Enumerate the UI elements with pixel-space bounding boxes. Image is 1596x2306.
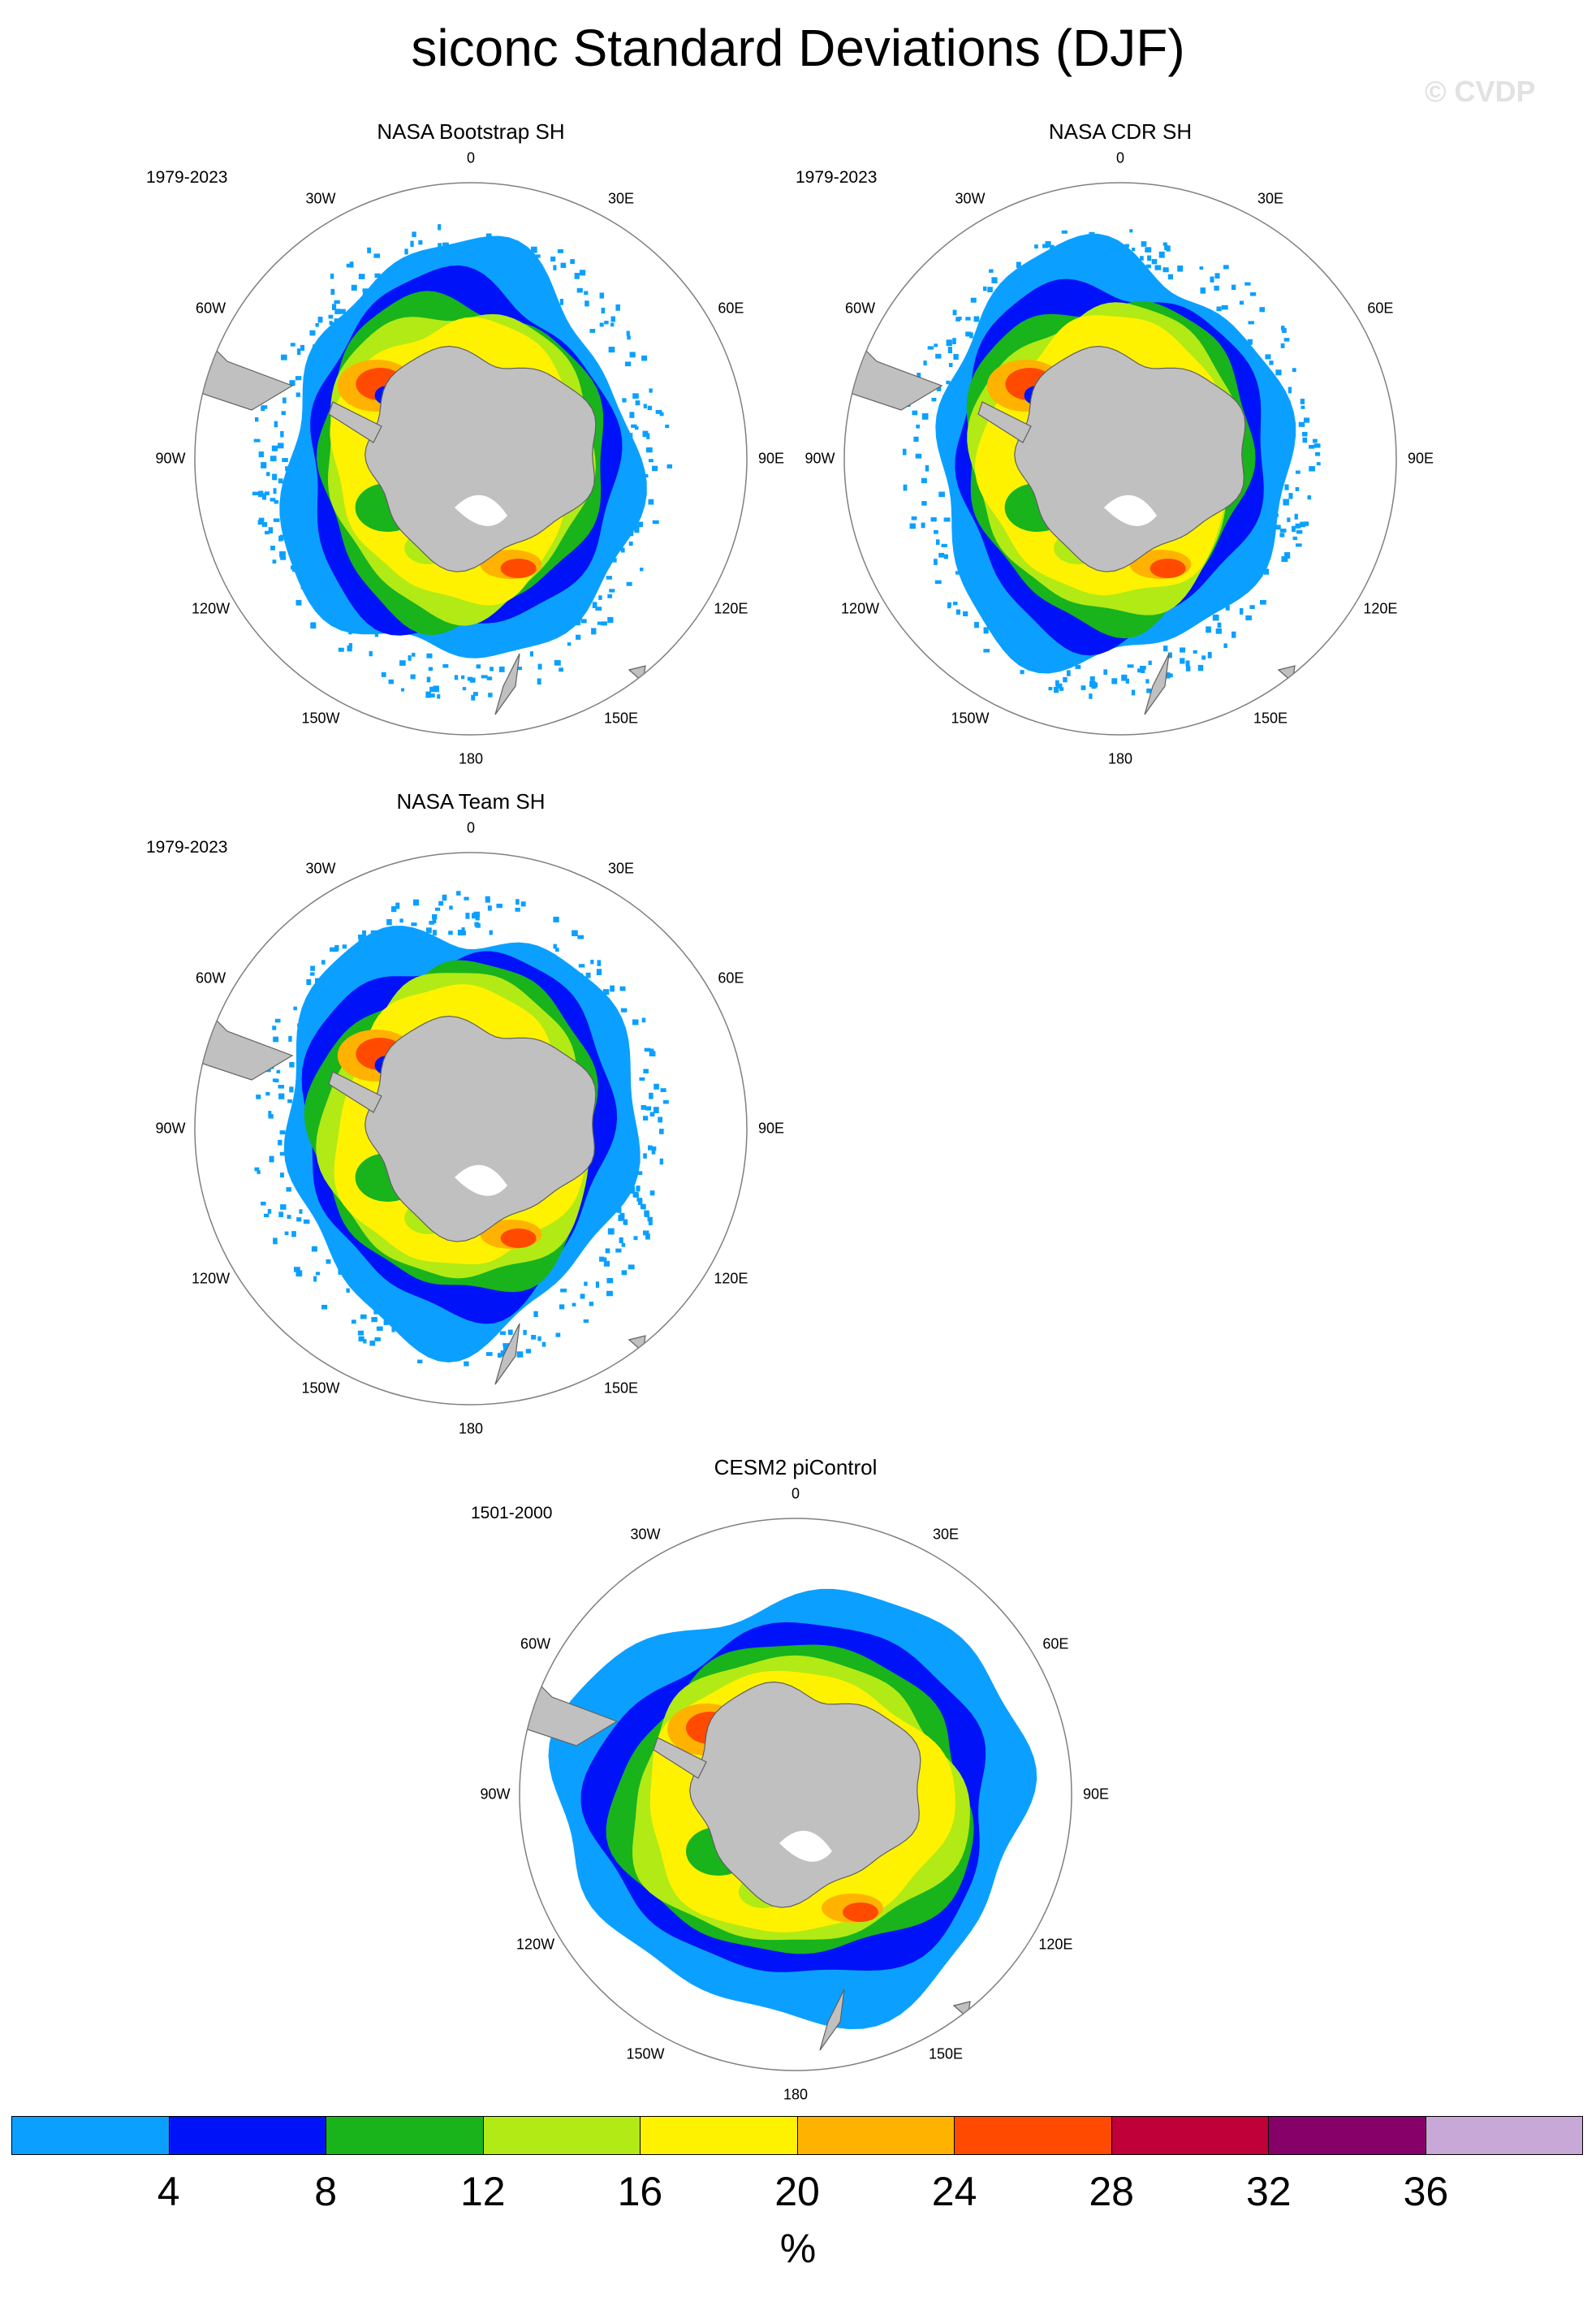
map-panel: 0 30E 60E 90E 120E 150E 180 150W 120W 90W 60W 30W (146, 134, 796, 784)
colorbar-tick-label: 8 (314, 2169, 338, 2214)
colorbar-segment (1111, 2117, 1269, 2154)
longitude-label: 120W (841, 600, 880, 617)
longitude-label: 60E (1042, 1635, 1069, 1652)
longitude-label: 150W (301, 1380, 340, 1397)
longitude-label: 60W (845, 300, 876, 317)
longitude-label: 180 (783, 2086, 809, 2103)
longitude-label: 90W (480, 1786, 511, 1803)
longitude-label: 60W (520, 1635, 551, 1652)
colorbar-segment (1426, 2117, 1582, 2154)
polar-map (519, 1518, 1072, 2071)
polar-map (843, 182, 1397, 736)
panel-title: NASA Team SH (396, 789, 546, 814)
colorbar-units: % (779, 2226, 817, 2271)
longitude-label: 150E (928, 2045, 964, 2062)
colorbar-segment (641, 2117, 798, 2154)
longitude-label: 180 (1107, 750, 1133, 767)
map-panel: 0 30E 60E 90E 120E 150E 180 150W 120W 90W 60W 30W (146, 804, 796, 1453)
colorbar-tick-label: 20 (774, 2169, 820, 2214)
colorbar-tick-label: 24 (931, 2169, 977, 2214)
colorbar-segment (326, 2117, 484, 2154)
period-label: 1501-2000 (471, 1504, 553, 1522)
longitude-label: 30E (932, 1526, 960, 1543)
longitude-label: 30E (607, 860, 635, 877)
longitude-label: 90E (1082, 1786, 1110, 1803)
colorbar-tick-label: 28 (1089, 2169, 1134, 2214)
colorbar-segment (797, 2117, 955, 2154)
panel-title: NASA Bootstrap SH (377, 119, 565, 144)
longitude-label: 90W (155, 450, 186, 467)
longitude-label: 150W (626, 2045, 665, 2062)
longitude-label: 150W (951, 710, 990, 727)
longitude-label: 90W (804, 450, 835, 467)
polar-map (194, 182, 748, 736)
longitude-label: 0 (466, 819, 476, 836)
longitude-label: 150W (301, 710, 340, 727)
longitude-label: 120W (516, 1936, 555, 1953)
period-label: 1979-2023 (146, 838, 228, 857)
longitude-label: 0 (1115, 149, 1125, 166)
period-label: 1979-2023 (146, 168, 228, 187)
colorbar-tick-label: 4 (157, 2169, 180, 2214)
longitude-label: 60W (196, 300, 226, 317)
period-label: 1979-2023 (796, 168, 878, 187)
colorbar-segment (483, 2117, 641, 2154)
colorbar-segment (169, 2117, 326, 2154)
longitude-label: 30W (955, 190, 986, 207)
figure-title: siconc Standard Deviations (DJF) (411, 19, 1185, 77)
longitude-label: 120W (192, 600, 231, 617)
colorbar-segment (12, 2117, 170, 2154)
longitude-label: 90E (1407, 450, 1434, 467)
polar-map (194, 852, 748, 1406)
longitude-label: 90E (757, 450, 785, 467)
longitude-label: 150E (603, 1380, 639, 1397)
longitude-label: 0 (791, 1485, 800, 1502)
longitude-label: 120E (1038, 1936, 1073, 1953)
colorbar-segment (955, 2117, 1112, 2154)
longitude-label: 30E (607, 190, 635, 207)
panel-title: NASA CDR SH (1048, 119, 1193, 144)
longitude-label: 30E (1257, 190, 1284, 207)
colorbar-tick-label: 16 (617, 2169, 663, 2214)
map-panel: 0 30E 60E 90E 120E 150E 180 150W 120W 90W 60W 30W (471, 1470, 1120, 2119)
longitude-label: 120W (192, 1270, 231, 1287)
longitude-label: 30W (305, 860, 336, 877)
copyright-watermark: © CVDP (1425, 75, 1536, 108)
longitude-label: 60W (196, 969, 226, 987)
longitude-label: 180 (458, 1420, 484, 1437)
longitude-label: 60E (1367, 300, 1394, 317)
colorbar-tick-label: 36 (1403, 2169, 1449, 2214)
colorbar-tick-label: 12 (459, 2169, 506, 2214)
longitude-label: 150E (1253, 710, 1288, 727)
panel-title: CESM2 piControl (714, 1455, 878, 1479)
longitude-label: 0 (466, 149, 476, 166)
longitude-label: 120E (714, 600, 748, 617)
longitude-label: 30W (630, 1526, 661, 1543)
longitude-label: 120E (1363, 600, 1398, 617)
colorbar-segment (1269, 2117, 1426, 2154)
colorbar (11, 2116, 1583, 2155)
longitude-label: 90W (155, 1120, 186, 1137)
map-panel: 0 30E 60E 90E 120E 150E 180 150W 120W 90W 60W 30W (796, 134, 1445, 784)
longitude-label: 60E (718, 300, 744, 317)
longitude-label: 90E (757, 1120, 785, 1137)
colorbar-tick-label: 32 (1245, 2169, 1292, 2214)
longitude-label: 120E (714, 1270, 748, 1287)
longitude-label: 60E (718, 969, 744, 987)
longitude-label: 150E (603, 710, 639, 727)
longitude-label: 30W (305, 190, 336, 207)
longitude-label: 180 (458, 750, 484, 767)
